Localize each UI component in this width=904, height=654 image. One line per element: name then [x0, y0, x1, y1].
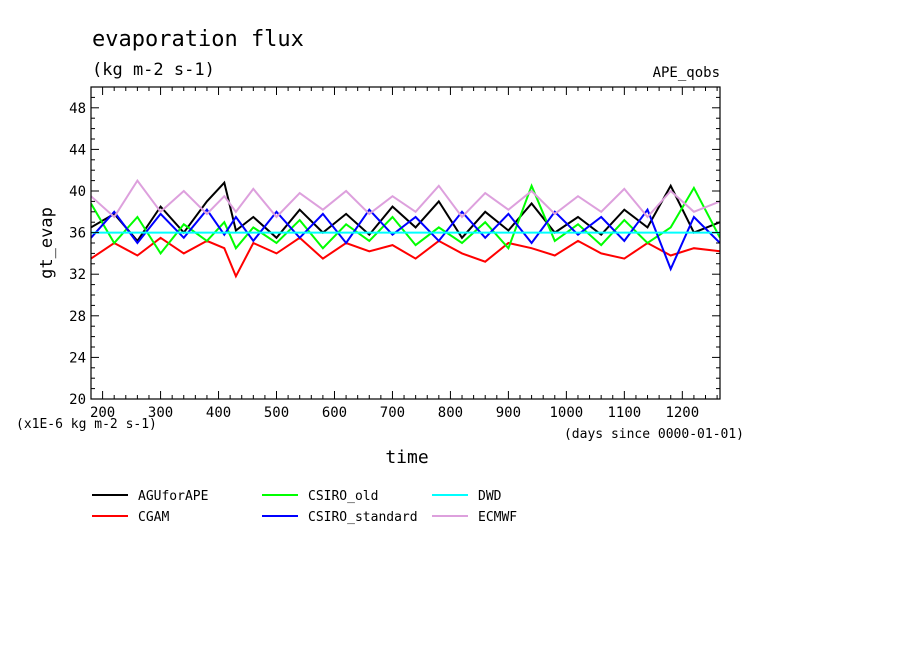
y-tick-label: 20 [69, 392, 86, 408]
x-unit-note: (days since 0000-01-01) [564, 427, 744, 442]
series-line-ECMWF [91, 178, 720, 219]
legend-label-CSIRO_old: CSIRO_old [308, 489, 378, 504]
y-tick-label: 48 [69, 101, 86, 117]
y-unit-note: (x1E-6 kg m-2 s-1) [16, 417, 157, 432]
x-axis-label: time [385, 447, 428, 468]
x-tick-label: 700 [380, 405, 405, 421]
legend: AGUforAPE CGAM CSIRO_old CSIRO_standard DWD E… [92, 489, 517, 525]
legend-label-DWD: DWD [478, 489, 502, 504]
series-line-CSIRO_old [91, 183, 720, 256]
x-tick-label: 400 [206, 405, 231, 421]
legend-label-CSIRO_standard: CSIRO_standard [308, 510, 418, 525]
x-tick-label: 1200 [665, 405, 699, 421]
x-tick-label: 1000 [550, 405, 584, 421]
series-line-CGAM [91, 236, 720, 279]
x-tick-label: 300 [148, 405, 173, 421]
legend-label-ECMWF: ECMWF [478, 510, 517, 525]
plot-frame [90, 86, 721, 400]
y-tick-label: 24 [69, 350, 86, 366]
y-tick-label: 40 [69, 184, 86, 200]
x-tick-label: 800 [438, 405, 463, 421]
legend-label-CGAM: CGAM [138, 510, 169, 525]
x-tick-label: 500 [264, 405, 289, 421]
series-line-CSIRO_standard [91, 207, 720, 272]
y-tick-label: 28 [69, 309, 86, 325]
y-tick-label: 32 [69, 267, 86, 283]
axis-ticks [91, 86, 720, 400]
y-tick-label: 36 [69, 226, 86, 242]
x-tick-label: 1100 [607, 405, 641, 421]
experiment-label: APE_qobs [653, 65, 720, 81]
tick-labels: 20 24 28 32 36 40 44 48 200 300 400 500 600 700 800 900… [69, 101, 699, 421]
x-tick-label: 900 [496, 405, 521, 421]
x-tick-label: 200 [90, 405, 115, 421]
y-tick-label: 44 [69, 142, 86, 158]
legend-label-AGUforAPE: AGUforAPE [138, 489, 208, 504]
x-tick-label: 600 [322, 405, 347, 421]
y-axis-label: gt_evap [37, 207, 57, 279]
series-layer [91, 178, 720, 279]
chart-subtitle: (kg m-2 s-1) [92, 60, 215, 80]
chart-title: evaporation flux [92, 27, 304, 52]
